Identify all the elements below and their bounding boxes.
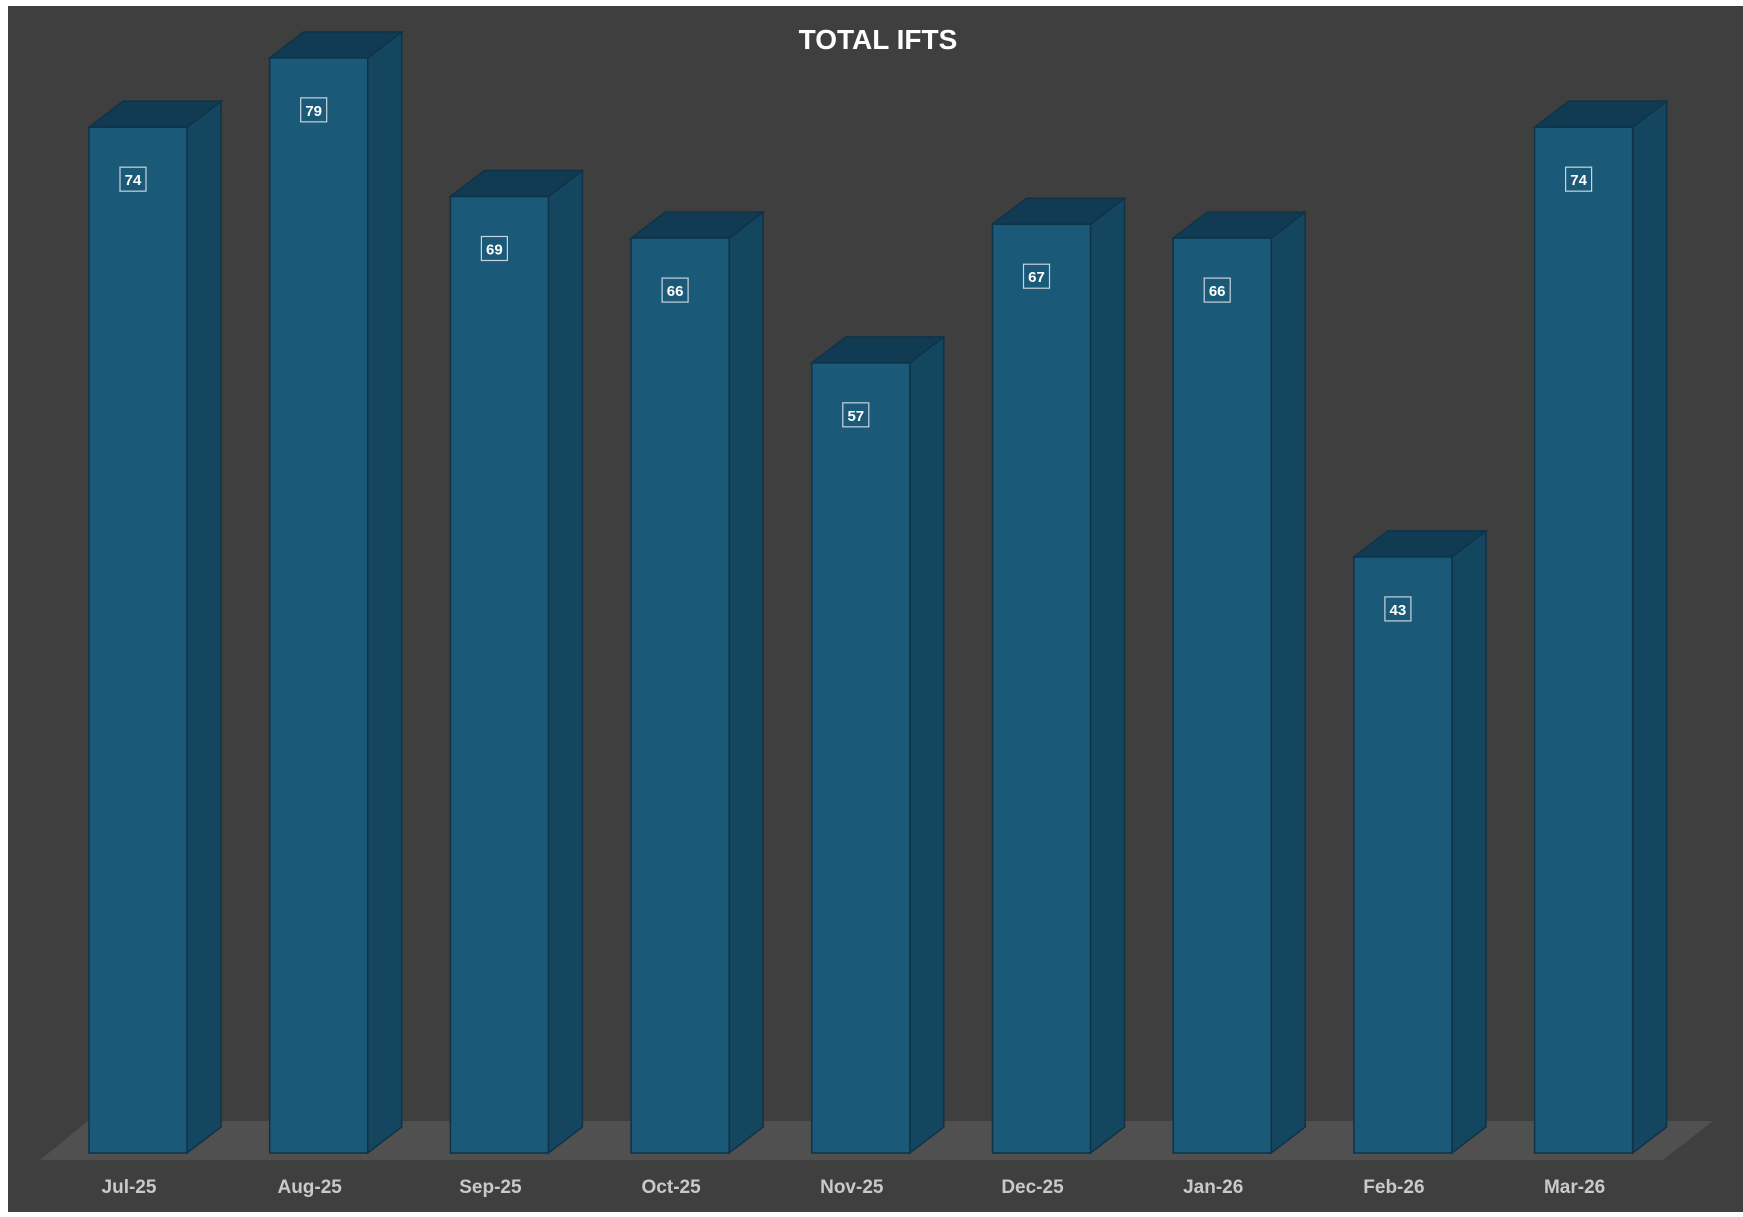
- data-label-text: 43: [1390, 602, 1407, 619]
- bar-Feb-26: [1351, 529, 1489, 1155]
- bar-side-face: [909, 335, 945, 1155]
- bar-Mar-26: [1532, 99, 1669, 1155]
- data-label-text: 69: [486, 241, 503, 258]
- data-label-box: [119, 166, 147, 192]
- bar-Nov-25: [809, 335, 947, 1155]
- data-label-box: [842, 402, 870, 428]
- chart-title: TOTAL IFTS: [799, 24, 958, 55]
- data-label: 69: [480, 235, 508, 262]
- data-labels-layer: 74 79 69 66 57 67 66 43 74: [119, 97, 1593, 622]
- x-tick-label: Mar-26: [1544, 1177, 1605, 1198]
- data-label-box: [1384, 596, 1412, 622]
- bar-side-face: [366, 30, 403, 1155]
- bar-side-face: [1451, 529, 1487, 1155]
- x-tick-label: Oct-25: [642, 1177, 702, 1198]
- data-label: 66: [661, 277, 689, 303]
- bar-front-face: [630, 237, 730, 1154]
- bar-Jan-26: [1170, 210, 1308, 1155]
- data-label: 57: [842, 402, 870, 428]
- data-label-text: 67: [1028, 269, 1045, 286]
- data-label: 74: [119, 166, 147, 192]
- data-label: 66: [1203, 277, 1231, 303]
- bar-Dec-25: [990, 196, 1127, 1155]
- bar-Oct-25: [628, 210, 766, 1155]
- bar-front-face: [991, 223, 1092, 1154]
- data-label-text: 79: [305, 103, 322, 120]
- x-tick-label: Sep-25: [459, 1177, 522, 1198]
- bar-side-face: [186, 99, 222, 1155]
- bar-side-face: [1270, 210, 1306, 1155]
- bar-front-face: [1533, 126, 1634, 1154]
- x-tick-label: Jul-25: [102, 1177, 157, 1198]
- data-label-box: [1022, 263, 1051, 289]
- bar-front-face: [811, 362, 911, 1154]
- data-label: 79: [300, 97, 328, 123]
- data-label-text: 66: [667, 283, 684, 300]
- data-label: 67: [1022, 263, 1051, 289]
- bar-side-face: [1631, 99, 1668, 1155]
- x-tick-label: Feb-26: [1363, 1177, 1424, 1198]
- bar-Aug-25: [267, 30, 404, 1155]
- x-tick-label: Jan-26: [1183, 1177, 1243, 1198]
- data-label-box: [661, 277, 689, 303]
- data-label-box: [1203, 277, 1231, 303]
- x-tick-label: Dec-25: [1001, 1177, 1064, 1198]
- bars-layer: [86, 30, 1669, 1155]
- x-tick-label: Aug-25: [277, 1177, 342, 1198]
- bar-side-face: [547, 168, 584, 1155]
- data-label-box: [300, 97, 328, 123]
- data-label-box: [1564, 166, 1593, 192]
- bar-front-face: [1353, 556, 1453, 1154]
- bar-Jul-25: [86, 99, 224, 1155]
- bar-front-face: [268, 57, 369, 1154]
- bar-side-face: [1089, 196, 1126, 1155]
- data-label-text: 57: [847, 408, 864, 425]
- data-label-text: 74: [1570, 172, 1587, 189]
- bar-Sep-25: [448, 168, 585, 1155]
- data-label-box: [480, 235, 508, 262]
- x-axis-tick-labels: Jul-25 Aug-25 Sep-25 Oct-25 Nov-25 Dec-25 Jan-…: [102, 1177, 1606, 1198]
- bar-side-face: [728, 210, 764, 1155]
- data-label-text: 66: [1209, 283, 1226, 300]
- x-tick-label: Nov-25: [820, 1177, 884, 1198]
- bar-front-face: [1172, 237, 1272, 1154]
- data-label: 74: [1564, 166, 1593, 192]
- bar-front-face: [449, 195, 550, 1154]
- data-label: 43: [1384, 596, 1412, 622]
- bar-front-face: [88, 126, 188, 1154]
- data-label-text: 74: [125, 172, 142, 189]
